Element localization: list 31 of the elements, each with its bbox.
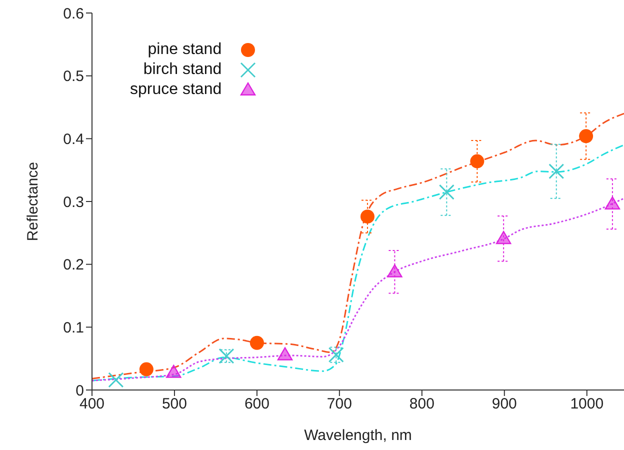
- legend-label: pine stand: [148, 41, 222, 59]
- point: [470, 154, 484, 168]
- y-tick-label: 0.5: [63, 68, 84, 86]
- y-tick-label: 0.2: [63, 256, 84, 274]
- legend-label: birch stand: [143, 61, 222, 79]
- line-series: [92, 198, 624, 382]
- x-axis-title: Wavelength, nm: [304, 427, 412, 444]
- point: [496, 230, 512, 244]
- point: [604, 196, 620, 210]
- y-tick-label: 0.1: [63, 319, 84, 336]
- y-tick-label: 0.3: [63, 194, 84, 211]
- x-tick-label: 700: [326, 396, 352, 413]
- y-tick-label: 0.6: [63, 5, 84, 22]
- point: [250, 336, 264, 350]
- point: [139, 362, 154, 376]
- x-tick-label: 800: [409, 396, 434, 413]
- point: [277, 347, 293, 360]
- point: [579, 129, 594, 144]
- x-tick-label: 500: [162, 396, 187, 413]
- x-tick-label: 600: [244, 396, 270, 413]
- legend-label: spruce stand: [130, 81, 222, 99]
- point: [108, 372, 124, 388]
- x-tick-label: 900: [492, 396, 517, 413]
- x-tick-label: 1000: [570, 396, 604, 413]
- point: [387, 264, 402, 278]
- y-tick-label: 0.4: [63, 130, 84, 148]
- y-axis-title: Reflectance: [24, 162, 42, 242]
- point: [360, 210, 374, 224]
- point: [548, 164, 564, 180]
- point: [438, 184, 454, 200]
- point: [166, 364, 182, 378]
